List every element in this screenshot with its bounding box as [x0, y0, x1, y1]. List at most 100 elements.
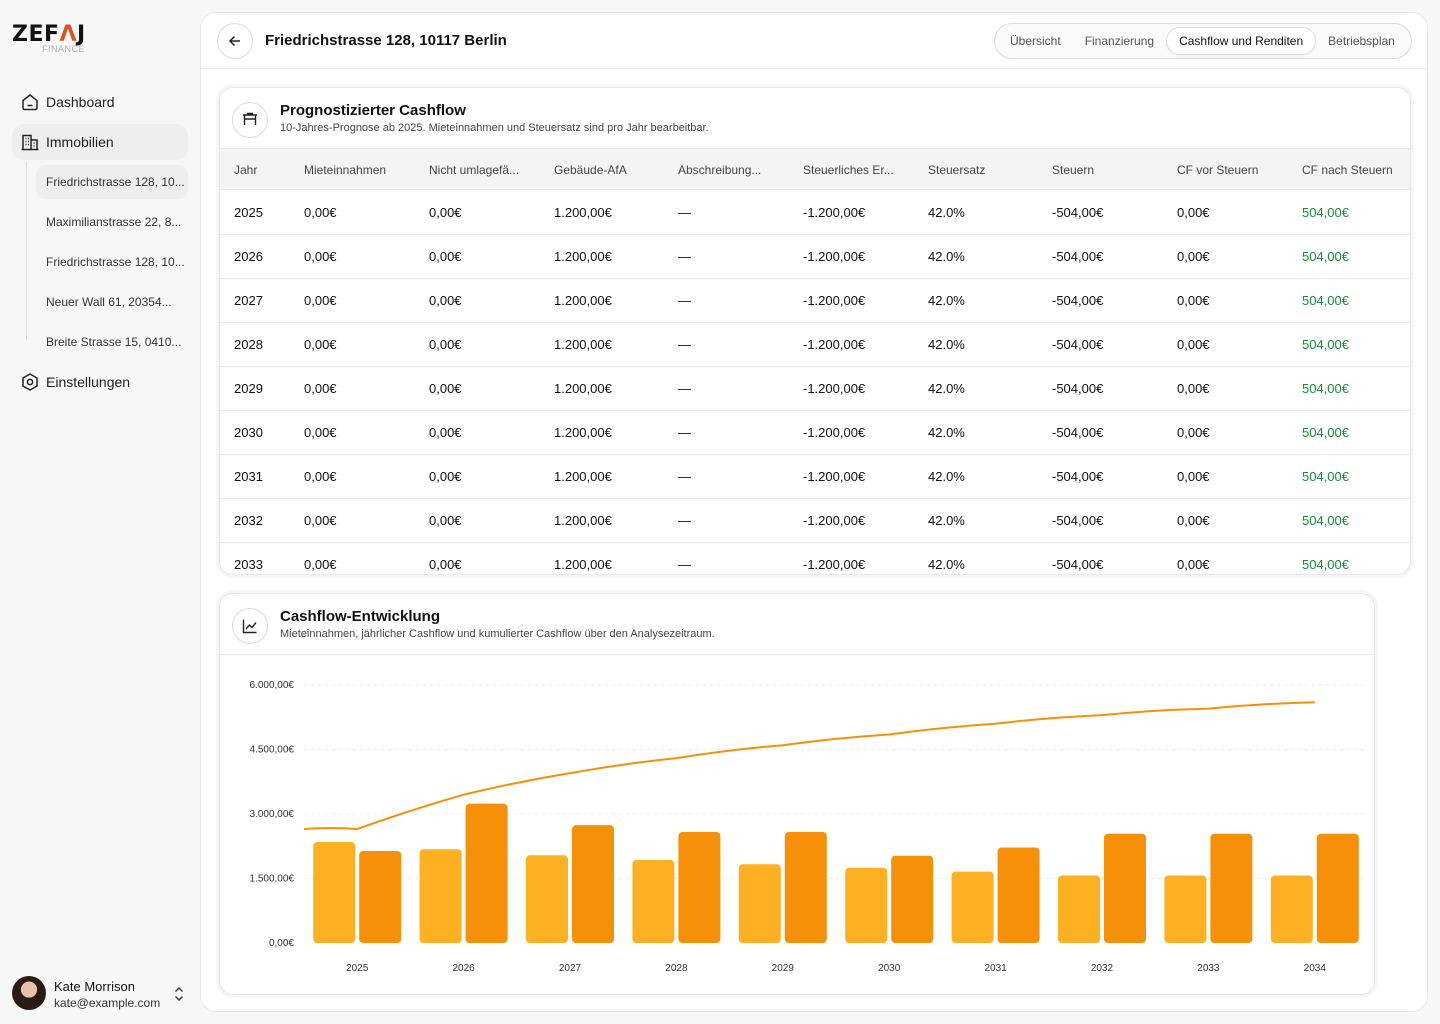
table-cell[interactable]: 0,00€ — [304, 513, 337, 528]
table-cell[interactable]: 0,00€ — [304, 205, 337, 220]
tab-finanzierung[interactable]: Finanzierung — [1084, 34, 1155, 48]
bar — [1270, 875, 1313, 943]
table-row[interactable]: 2026 0,00€ 0,00€ 1.200,00€ — -1.200,00€ 42.0% -… — [220, 235, 1410, 279]
table-row[interactable]: 2030 0,00€ 0,00€ 1.200,00€ — -1.200,00€ 42.0% -… — [220, 411, 1410, 455]
table-cell: 0,00€ — [1177, 205, 1210, 220]
table-cell[interactable]: 42.0% — [928, 337, 965, 352]
property-label: Friedrichstrasse 128, 10... — [46, 175, 185, 189]
table-cell: 0,00€ — [1177, 293, 1210, 308]
sidebar-item-immobilien[interactable]: Immobilien — [12, 124, 188, 160]
y-tick-label: 1.500,00€ — [250, 874, 295, 885]
back-button[interactable] — [217, 23, 253, 59]
table-cell: -504,00€ — [1052, 337, 1104, 352]
table-cell[interactable]: 0,00€ — [304, 249, 337, 264]
column-header[interactable]: Nicht umlagefä... — [429, 163, 520, 177]
table-cell: -504,00€ — [1052, 425, 1104, 440]
y-tick-label: 6.000,00€ — [250, 680, 295, 691]
table-cell: 0,00€ — [1177, 381, 1210, 396]
x-tick-label: 2033 — [1197, 963, 1220, 974]
table-cell: 0,00€ — [1177, 557, 1210, 572]
tab-uebersicht[interactable]: Übersicht — [1010, 34, 1061, 48]
x-tick-label: 2027 — [559, 963, 582, 974]
sidebar-item-label: Dashboard — [46, 94, 115, 110]
table-row[interactable]: 2032 0,00€ 0,00€ 1.200,00€ — -1.200,00€ 42.0% -… — [220, 499, 1410, 543]
sidebar-property-item[interactable]: Neuer Wall 61, 20354... — [36, 285, 188, 319]
page-title: Friedrichstrasse 128, 10117 Berlin — [265, 32, 507, 49]
table-row[interactable]: 2028 0,00€ 0,00€ 1.200,00€ — -1.200,00€ 42.0% -… — [220, 323, 1410, 367]
table-cell: — — [678, 557, 691, 572]
table-cell: 0,00€ — [429, 205, 462, 220]
tab-bar: Übersicht Finanzierung Cashflow und Rend… — [994, 23, 1412, 59]
table-cell[interactable]: 42.0% — [928, 381, 965, 396]
table-cell[interactable]: 42.0% — [928, 513, 965, 528]
table-cell: -1.200,00€ — [803, 469, 866, 484]
table-cell: 504,00€ — [1302, 249, 1349, 264]
column-header[interactable]: Gebäude-AfA — [554, 163, 627, 177]
sidebar-property-item[interactable]: Friedrichstrasse 128, 10... — [36, 245, 188, 279]
table-cell[interactable]: 42.0% — [928, 469, 965, 484]
table-cell[interactable]: 0,00€ — [304, 557, 337, 572]
table-cell: 0,00€ — [1177, 249, 1210, 264]
table-cell[interactable]: 0,00€ — [304, 337, 337, 352]
x-tick-label: 2028 — [665, 963, 688, 974]
user-menu[interactable]: Kate Morrison kate@example.com — [12, 976, 190, 1012]
table-cell: — — [678, 469, 691, 484]
table-cell: 0,00€ — [429, 557, 462, 572]
table-cell[interactable]: 0,00€ — [304, 425, 337, 440]
table-cell: 0,00€ — [429, 293, 462, 308]
table-cell: -504,00€ — [1052, 205, 1104, 220]
table-cell: 504,00€ — [1302, 425, 1349, 440]
table-cell: 504,00€ — [1302, 337, 1349, 352]
table-cell: 1.200,00€ — [554, 249, 612, 264]
bar — [1164, 875, 1207, 943]
table-cell: — — [678, 337, 691, 352]
table-cell[interactable]: 42.0% — [928, 249, 965, 264]
table-cell: 0,00€ — [1177, 425, 1210, 440]
user-name: Kate Morrison — [54, 979, 135, 994]
table-cell[interactable]: 42.0% — [928, 425, 965, 440]
card-subtitle: Mieteinnahmen, jährlicher Cashflow und k… — [280, 628, 715, 640]
tab-cashflow-renditen[interactable]: Cashflow und Renditen — [1166, 27, 1317, 55]
table-cell: 504,00€ — [1302, 469, 1349, 484]
column-header[interactable]: CF nach Steuern — [1302, 163, 1393, 177]
table-cell[interactable]: 42.0% — [928, 205, 965, 220]
tab-betriebsplan[interactable]: Betriebsplan — [1328, 34, 1395, 48]
column-header[interactable]: Steuern — [1052, 163, 1095, 177]
app-logo[interactable]: ZEFΛJ FINANCE — [12, 24, 102, 58]
building-icon — [21, 134, 39, 151]
column-header[interactable]: Steuersatz — [928, 163, 986, 177]
table-row[interactable]: 2027 0,00€ 0,00€ 1.200,00€ — -1.200,00€ 42.0% -… — [220, 279, 1410, 323]
column-header[interactable]: Steuerliches Er... — [803, 163, 894, 177]
table-cell: -504,00€ — [1052, 381, 1104, 396]
table-cell[interactable]: 42.0% — [928, 293, 965, 308]
sidebar-item-einstellungen[interactable]: Einstellungen — [12, 364, 188, 400]
table-row[interactable]: 2029 0,00€ 0,00€ 1.200,00€ — -1.200,00€ 42.0% -… — [220, 367, 1410, 411]
table-cell: 0,00€ — [429, 381, 462, 396]
sidebar-property-item[interactable]: Maximilianstrasse 22, 8... — [36, 205, 188, 239]
table-cell: 1.200,00€ — [554, 469, 612, 484]
bar — [784, 832, 827, 943]
y-tick-label: 3.000,00€ — [250, 809, 295, 820]
bar — [1210, 833, 1253, 943]
table-cell[interactable]: 0,00€ — [304, 381, 337, 396]
table-cell: 0,00€ — [1177, 469, 1210, 484]
table-cell[interactable]: 42.0% — [928, 557, 965, 572]
table-row[interactable]: 2031 0,00€ 0,00€ 1.200,00€ — -1.200,00€ 42.0% -… — [220, 455, 1410, 499]
bar — [632, 860, 675, 943]
sidebar-item-dashboard[interactable]: Dashboard — [12, 84, 188, 120]
sidebar-item-label: Einstellungen — [46, 374, 131, 390]
property-label: Breite Strasse 15, 0410... — [46, 335, 182, 349]
main-panel: Friedrichstrasse 128, 10117 Berlin Übers… — [200, 12, 1428, 1012]
table-cell: 0,00€ — [429, 337, 462, 352]
column-header[interactable]: Abschreibung... — [678, 163, 762, 177]
sidebar-property-item[interactable]: Friedrichstrasse 128, 10... — [36, 165, 188, 199]
column-header[interactable]: Mieteinnahmen — [304, 163, 387, 177]
table-cell[interactable]: 0,00€ — [304, 469, 337, 484]
table-row[interactable]: 2033 0,00€ 0,00€ 1.200,00€ — -1.200,00€ 42.0% -… — [220, 543, 1410, 574]
column-header[interactable]: CF vor Steuern — [1177, 163, 1259, 177]
table-row[interactable]: 2025 0,00€ 0,00€ 1.200,00€ — -1.200,00€ 42.0% -… — [220, 191, 1410, 235]
sidebar: ZEFΛJ FINANCE Dashboard Immobilien Fried… — [0, 0, 200, 1024]
table-cell[interactable]: 0,00€ — [304, 293, 337, 308]
sidebar-property-item[interactable]: Breite Strasse 15, 0410... — [36, 325, 188, 359]
column-header[interactable]: Jahr — [234, 163, 258, 177]
